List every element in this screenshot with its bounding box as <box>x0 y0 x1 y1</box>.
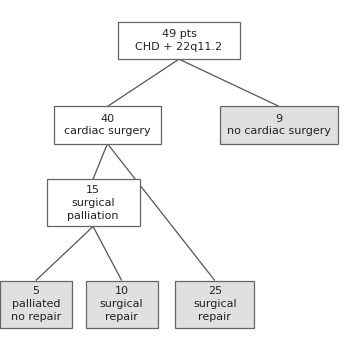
Text: 40
cardiac surgery: 40 cardiac surgery <box>64 114 151 137</box>
Text: 49 pts
CHD + 22q11.2: 49 pts CHD + 22q11.2 <box>135 29 223 52</box>
Text: 25
surgical
repair: 25 surgical repair <box>193 286 237 322</box>
FancyBboxPatch shape <box>54 106 161 144</box>
FancyBboxPatch shape <box>86 281 158 328</box>
Text: 9
no cardiac surgery: 9 no cardiac surgery <box>227 114 331 137</box>
FancyBboxPatch shape <box>220 106 338 144</box>
FancyBboxPatch shape <box>175 281 254 328</box>
Text: 5
palliated
no repair: 5 palliated no repair <box>11 286 61 322</box>
FancyBboxPatch shape <box>47 179 140 226</box>
FancyBboxPatch shape <box>118 22 240 59</box>
Text: 15
surgical
palliation: 15 surgical palliation <box>67 185 119 221</box>
FancyBboxPatch shape <box>0 281 72 328</box>
Text: 10
surgical
repair: 10 surgical repair <box>100 286 144 322</box>
